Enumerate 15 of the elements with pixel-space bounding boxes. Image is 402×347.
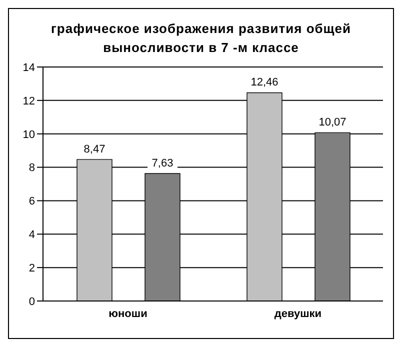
- x-tick-label: юноши: [108, 308, 148, 320]
- y-tick-label: 0: [28, 296, 35, 308]
- y-tick-label: 6: [28, 196, 35, 208]
- chart-title: графическое изображения развития общей выносливости в 7 -м классе: [51, 20, 351, 57]
- y-tick-label: 10: [22, 128, 35, 141]
- y-tick-label: 8: [28, 162, 35, 174]
- data-label: 10,07: [318, 116, 346, 129]
- y-tick-label: 14: [22, 62, 35, 74]
- y-tick-label: 12: [22, 95, 35, 108]
- data-label: 12,46: [250, 76, 278, 89]
- y-tick-label: 4: [28, 229, 35, 242]
- data-label: 7,63: [152, 157, 174, 170]
- data-label: 8,47: [84, 143, 106, 156]
- x-tick-label: девушки: [274, 308, 322, 320]
- y-tick-label: 2: [28, 262, 35, 274]
